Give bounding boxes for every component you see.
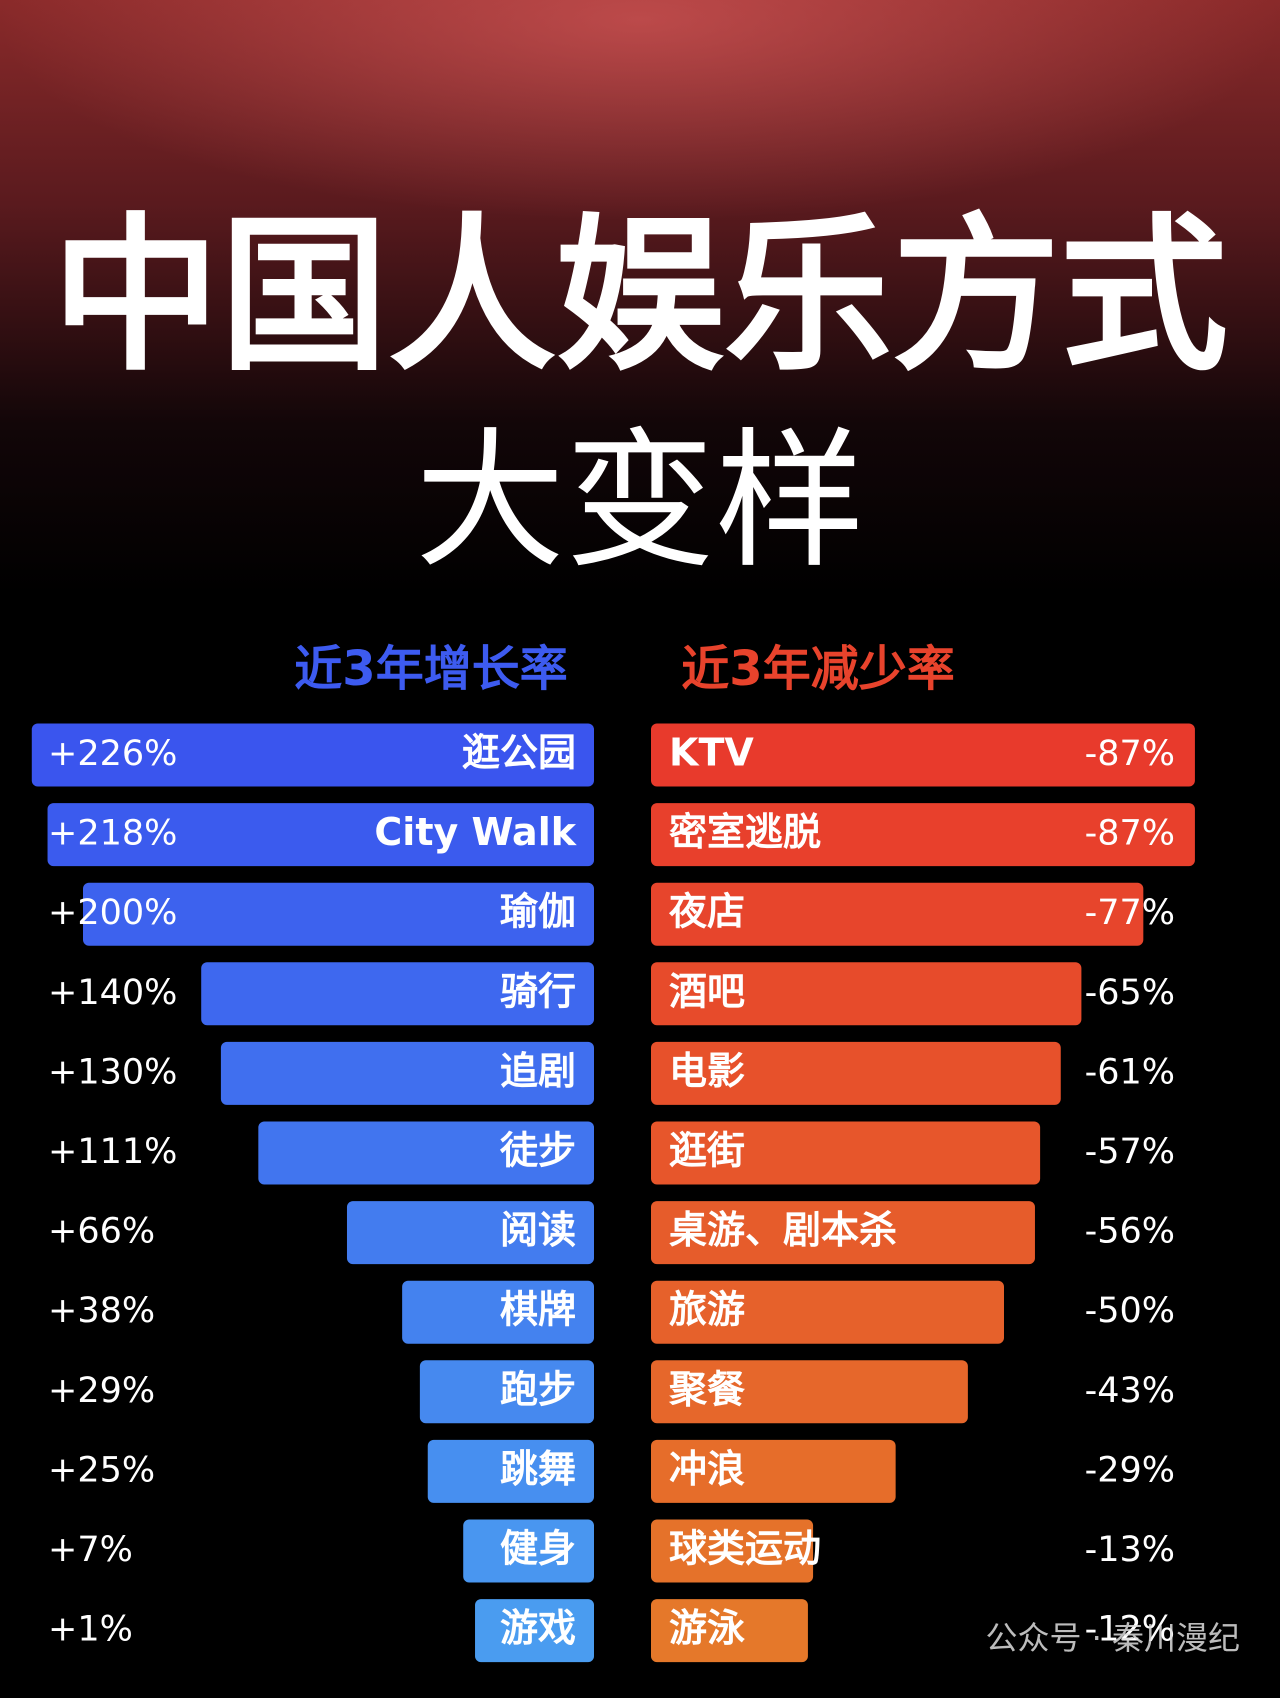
value-label: +38% xyxy=(48,1291,155,1331)
bar xyxy=(651,723,1195,787)
category-label: KTV xyxy=(669,731,754,775)
category-label: 夜店 xyxy=(668,890,745,934)
value-label: -87% xyxy=(1085,734,1175,774)
bar xyxy=(651,1280,1004,1344)
category-label: 冲浪 xyxy=(669,1447,745,1491)
category-label: 逛公园 xyxy=(462,731,576,775)
bar xyxy=(651,803,1195,867)
category-label: 游泳 xyxy=(669,1606,745,1650)
legend-growth: 近3年增长率 xyxy=(294,641,567,697)
category-label: 徒步 xyxy=(499,1129,576,1173)
value-label: -56% xyxy=(1085,1212,1175,1252)
bar xyxy=(83,882,594,946)
bar xyxy=(463,1519,594,1583)
category-label: 电影 xyxy=(669,1049,745,1093)
value-label: -50% xyxy=(1085,1291,1175,1331)
bar xyxy=(651,1519,814,1583)
value-label: +111% xyxy=(48,1132,177,1172)
bar xyxy=(427,1439,594,1503)
value-label: -77% xyxy=(1085,893,1175,933)
category-label: 球类运动 xyxy=(669,1527,821,1571)
category-label: 酒吧 xyxy=(669,969,745,1013)
bar xyxy=(651,1041,1061,1105)
value-label: -13% xyxy=(1085,1530,1175,1570)
category-label: 跑步 xyxy=(500,1367,576,1411)
value-label: +29% xyxy=(48,1371,155,1411)
value-label: -61% xyxy=(1085,1052,1175,1092)
bar xyxy=(346,1201,594,1265)
category-label: 棋牌 xyxy=(500,1288,576,1332)
category-label: 骑行 xyxy=(500,969,576,1013)
value-label: +66% xyxy=(48,1212,155,1252)
subtitle: 大变样 xyxy=(415,415,865,589)
value-label: -43% xyxy=(1085,1371,1175,1411)
value-label: +140% xyxy=(48,973,177,1013)
value-label: +226% xyxy=(48,734,177,774)
bar xyxy=(651,1439,896,1503)
bar xyxy=(220,1041,594,1105)
bar xyxy=(651,1599,808,1663)
value-label: -65% xyxy=(1085,973,1175,1013)
value-label: +200% xyxy=(48,893,177,933)
category-label: 聚餐 xyxy=(668,1367,745,1411)
bar xyxy=(475,1599,594,1663)
category-label: 旅游 xyxy=(669,1288,745,1332)
category-label: City Walk xyxy=(374,810,576,854)
category-label: 游戏 xyxy=(500,1606,576,1650)
watermark: 公众号 · 秦川漫纪 xyxy=(985,1619,1240,1657)
value-label: +25% xyxy=(48,1450,155,1490)
bar xyxy=(47,803,595,867)
category-label: 跳舞 xyxy=(500,1447,576,1491)
bar xyxy=(651,1360,968,1424)
category-label: 瑜伽 xyxy=(500,890,576,934)
category-label: 逛街 xyxy=(669,1129,745,1173)
bar xyxy=(651,882,1144,946)
bars: +226% 逛公园 +218% City Walk +200% 瑜伽 +140% 骑行 +130… xyxy=(31,723,1195,1663)
category-label: 密室逃脱 xyxy=(669,810,821,854)
title: 中国人娱乐方式 xyxy=(52,198,1228,394)
stage-glow xyxy=(0,0,1280,400)
bar xyxy=(31,723,594,787)
category-label: 桌游、剧本杀 xyxy=(669,1208,897,1252)
value-label: +130% xyxy=(48,1052,177,1092)
value-label: -87% xyxy=(1085,814,1175,854)
value-label: -57% xyxy=(1085,1132,1175,1172)
category-label: 健身 xyxy=(500,1527,576,1571)
value-label: -12% xyxy=(1085,1610,1175,1650)
bar xyxy=(258,1121,594,1185)
value-label: -29% xyxy=(1085,1450,1175,1490)
bar xyxy=(402,1280,594,1344)
value-label: +7% xyxy=(48,1530,133,1570)
bar xyxy=(419,1360,594,1424)
bar xyxy=(651,1121,1041,1185)
bar xyxy=(651,1201,1035,1265)
value-label: +218% xyxy=(48,814,177,854)
value-label: +1% xyxy=(48,1610,133,1650)
bar xyxy=(651,962,1082,1026)
category-label: 追剧 xyxy=(500,1049,576,1093)
bar xyxy=(201,962,594,1026)
category-label: 阅读 xyxy=(500,1208,576,1252)
legend-decline: 近3年减少率 xyxy=(681,641,954,697)
